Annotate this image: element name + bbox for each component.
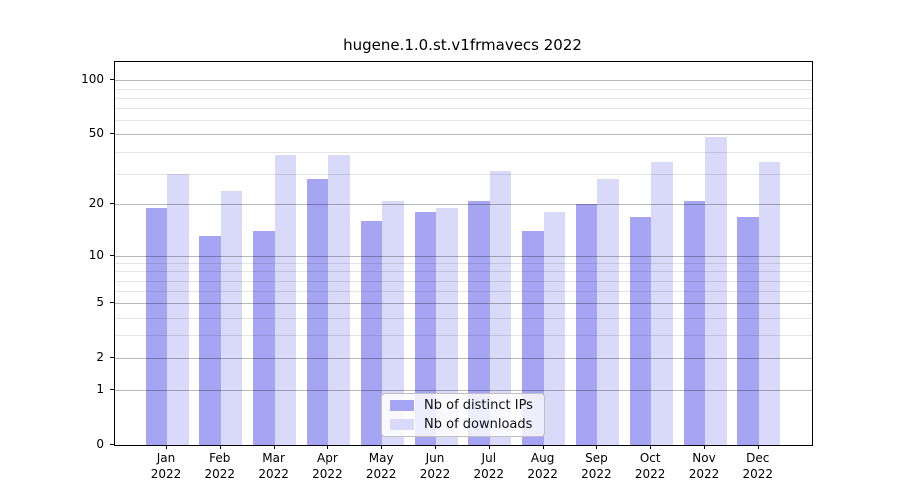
x-tick-label-oct: Oct 2022 <box>634 451 666 481</box>
gridline-2 <box>115 358 812 360</box>
x-tick-label-apr: Apr 2022 <box>312 451 343 481</box>
bar-distinct-ips-jul <box>468 200 490 445</box>
y-tick-mark-50 <box>110 133 114 135</box>
plot-area <box>114 61 813 446</box>
bar-downloads-oct <box>651 161 673 445</box>
bar-distinct-ips-aug <box>522 231 544 445</box>
chart-title: hugene.1.0.st.v1frmavecs 2022 <box>343 36 582 54</box>
gridline-7 <box>115 280 812 282</box>
x-tick-mark-nov <box>704 445 705 449</box>
bar-downloads-apr <box>328 155 350 445</box>
legend-label-downloads: Nb of downloads <box>424 417 533 432</box>
bar-distinct-ips-apr <box>306 178 329 445</box>
bar-distinct-ips-sep <box>575 204 598 445</box>
bar-distinct-ips-nov <box>683 200 705 445</box>
y-tick-label-0: 0 <box>96 437 104 451</box>
bar-downloads-aug <box>543 212 566 445</box>
x-tick-mark-sep <box>596 445 598 449</box>
gridline-30 <box>115 173 812 175</box>
x-tick-label-nov: Nov 2022 <box>688 451 720 481</box>
bar-downloads-mar <box>274 155 297 445</box>
bar-downloads-jul <box>489 171 512 445</box>
y-tick-label-5: 5 <box>96 295 104 310</box>
y-tick-label-1: 1 <box>96 382 104 397</box>
gridline-100 <box>115 80 812 82</box>
gridline-9 <box>115 263 812 264</box>
x-tick-label-mar: Mar 2022 <box>258 451 289 481</box>
gridline-20 <box>115 204 812 206</box>
y-tick-mark-5 <box>110 302 114 304</box>
bar-downloads-dec <box>758 161 781 445</box>
y-tick-label-20: 20 <box>88 196 104 211</box>
gridline-90 <box>115 88 812 90</box>
gridline-6 <box>115 291 812 293</box>
x-tick-mark-jun <box>435 445 436 449</box>
bar-distinct-ips-feb <box>199 236 221 445</box>
x-tick-label-dec: Dec 2022 <box>742 451 774 481</box>
x-tick-mark-jul <box>488 445 490 449</box>
y-tick-mark-1 <box>110 389 114 391</box>
gridline-1 <box>115 390 812 392</box>
y-tick-mark-20 <box>110 203 114 205</box>
bar-distinct-ips-oct <box>629 216 652 445</box>
gridline-60 <box>115 120 812 122</box>
bar-distinct-ips-jun <box>414 212 436 445</box>
bar-downloads-nov <box>705 137 727 445</box>
bar-downloads-jun <box>436 208 458 445</box>
gridline-10 <box>115 255 812 257</box>
x-tick-label-jul: Jul 2022 <box>473 451 505 481</box>
gridline-4 <box>115 317 812 319</box>
bar-downloads-may <box>382 200 404 445</box>
x-tick-label-sep: Sep 2022 <box>581 451 612 481</box>
y-tick-mark-0 <box>110 444 114 445</box>
x-tick-mark-jan <box>166 445 167 449</box>
bar-distinct-ips-jan <box>145 208 167 445</box>
legend-row-downloads: Nb of downloads <box>390 417 536 432</box>
gridline-5 <box>115 303 812 305</box>
bar-distinct-ips-dec <box>737 216 759 445</box>
bar-distinct-ips-may <box>360 221 383 445</box>
x-tick-label-jan: Jan 2022 <box>150 451 182 481</box>
x-tick-mark-apr <box>327 445 329 449</box>
gridline-8 <box>115 271 812 273</box>
x-tick-mark-may <box>381 445 383 449</box>
x-tick-label-aug: Aug 2022 <box>527 451 558 481</box>
bar-downloads-sep <box>597 178 619 445</box>
legend-swatch-downloads <box>390 419 414 430</box>
y-tick-mark-100 <box>110 79 114 81</box>
bar-distinct-ips-mar <box>253 231 275 445</box>
x-tick-label-feb: Feb 2022 <box>204 451 236 481</box>
gridline-70 <box>115 108 812 110</box>
x-tick-mark-feb <box>219 445 221 449</box>
legend-label-distinct-ips: Nb of distinct IPs <box>424 398 533 413</box>
y-tick-mark-10 <box>110 254 114 256</box>
gridline-3 <box>115 335 812 337</box>
bar-downloads-feb <box>220 190 243 445</box>
x-tick-label-may: May 2022 <box>365 451 397 481</box>
y-tick-label-10: 10 <box>88 247 104 262</box>
y-tick-label-50: 50 <box>88 126 104 141</box>
y-tick-mark-2 <box>110 357 114 359</box>
x-tick-label-jun: Jun 2022 <box>419 451 451 481</box>
bar-downloads-jan <box>167 173 189 445</box>
gridline-50 <box>115 134 812 136</box>
x-tick-mark-aug <box>542 445 544 449</box>
y-tick-label-2: 2 <box>96 350 104 365</box>
legend-swatch-distinct-ips <box>390 400 414 411</box>
gridline-80 <box>115 97 812 99</box>
legend-row-distinct-ips: Nb of distinct IPs <box>390 398 536 413</box>
y-tick-label-100: 100 <box>81 72 104 87</box>
x-tick-mark-oct <box>650 445 652 449</box>
legend: Nb of distinct IPs Nb of downloads <box>381 393 545 437</box>
gridline-40 <box>115 151 812 153</box>
x-tick-mark-dec <box>757 445 759 449</box>
x-tick-mark-mar <box>273 445 275 449</box>
